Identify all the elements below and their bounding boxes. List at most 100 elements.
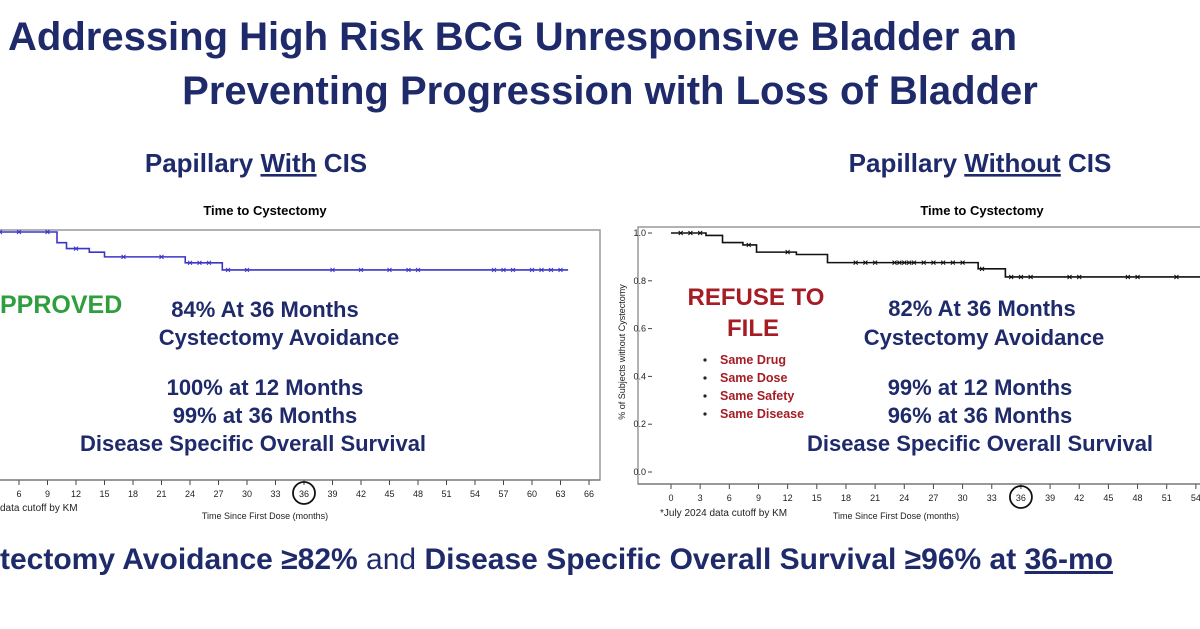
km-step-line	[671, 232, 1200, 278]
bullet-item: Same Safety	[720, 389, 794, 403]
highlight-36-circle	[1009, 485, 1033, 509]
km-step-line	[0, 231, 569, 271]
x-tick-label: 54	[1191, 493, 1200, 503]
censor-mark	[406, 267, 411, 273]
x-tick-label: 27	[213, 489, 223, 499]
left-stat-dss-36: 99% at 36 Months	[173, 403, 358, 428]
censor-mark	[1028, 274, 1033, 280]
bottom-summary: tectomy Avoidance ≥82% and Disease Speci…	[0, 543, 1113, 576]
right-plot: 0 3 6 9 12 15 18 21 24 27 30 33 36 39 42 45 48 51 540.00.2…	[633, 228, 1200, 509]
x-tick-label: 63	[555, 489, 565, 499]
x-tick-label: 33	[987, 493, 997, 503]
x-tick-label: 18	[841, 493, 851, 503]
x-tick-label: 30	[958, 493, 968, 503]
censor-mark	[0, 229, 3, 235]
censor-mark	[121, 254, 126, 260]
slide-title-line2: Preventing Progression with Loss of Blad…	[182, 69, 1038, 113]
censor-mark	[697, 230, 703, 236]
censor-mark	[558, 267, 563, 273]
slide-title-line1: Addressing High Risk BCG Unresponsive Bl…	[8, 15, 1017, 59]
x-tick-label: 21	[156, 489, 166, 499]
censor-mark	[960, 260, 965, 265]
censor-mark	[206, 260, 212, 266]
x-tick-label: 18	[128, 489, 138, 499]
x-tick-label: 15	[812, 493, 822, 503]
x-tick-label: 45	[384, 489, 394, 499]
censor-mark	[1076, 274, 1082, 280]
censor-mark	[688, 230, 693, 236]
censor-mark	[539, 267, 544, 273]
censor-mark	[73, 246, 79, 251]
censor-mark	[358, 267, 364, 273]
censor-mark	[510, 267, 516, 273]
right-bullet-list: Same Drug Same Dose Same Safety Same Dis…	[703, 353, 804, 421]
right-stat-cystectomy-label: Cystectomy Avoidance	[864, 325, 1104, 350]
censor-mark	[548, 267, 554, 273]
censor-mark	[979, 266, 985, 272]
x-tick-label: 21	[870, 493, 880, 503]
left-stat-dss-12: 100% at 12 Months	[167, 375, 364, 400]
censor-mark	[678, 230, 684, 236]
censor-mark	[940, 260, 946, 265]
censor-mark	[1067, 274, 1072, 280]
right-panel-heading: Papillary Without CIS	[849, 148, 1112, 178]
x-tick-label: 6	[727, 493, 732, 503]
censor-mark	[16, 229, 22, 235]
censor-mark	[785, 249, 790, 255]
y-tick-label: 0.4	[633, 371, 646, 381]
censor-mark	[529, 267, 535, 273]
x-tick-label: 15	[99, 489, 109, 499]
censor-mark	[901, 260, 907, 265]
x-tick-label: 9	[756, 493, 761, 503]
x-tick-label: 33	[270, 489, 280, 499]
censor-mark	[197, 260, 202, 266]
x-tick-label: 42	[1074, 493, 1084, 503]
censor-mark	[872, 260, 878, 265]
x-tick-label: 3	[698, 493, 703, 503]
censor-mark	[225, 267, 231, 273]
censor-mark	[1125, 274, 1131, 280]
censor-mark	[892, 260, 897, 265]
censor-mark	[187, 260, 193, 266]
x-tick-label: 66	[584, 489, 594, 499]
highlight-36-circle	[292, 481, 316, 505]
left-stat-dss-label: Disease Specific Overall Survival	[80, 431, 426, 456]
right-stat-dss-12: 99% at 12 Months	[888, 375, 1073, 400]
right-status-line2: FILE	[727, 315, 779, 342]
x-tick-label: 9	[45, 489, 50, 499]
y-tick-label: 0.8	[633, 276, 646, 286]
censor-mark	[950, 260, 956, 265]
x-tick-label: 39	[327, 489, 337, 499]
right-stat-dss-36: 96% at 36 Months	[888, 403, 1073, 428]
x-tick-label: 54	[470, 489, 480, 499]
bullet-item: Same Disease	[720, 407, 804, 421]
x-tick-label: 24	[185, 489, 195, 499]
right-stat-cystectomy-pct: 82% At 36 Months	[888, 296, 1075, 321]
x-tick-label: 45	[1103, 493, 1113, 503]
censor-mark	[921, 260, 927, 265]
censor-mark	[897, 260, 902, 265]
censor-mark	[415, 267, 421, 273]
x-tick-label: 27	[928, 493, 938, 503]
left-plot: 6 9 12 15 18 21 24 27 30 33 36 39 42 45 48 51 54 57 60 63 66	[0, 229, 600, 505]
bullet-item: Same Drug	[720, 353, 786, 367]
right-chart-title: Time to Cystectomy	[920, 203, 1044, 218]
right-y-axis-label: % of Subjects without Cystectomy	[617, 284, 627, 420]
x-tick-label: 30	[242, 489, 252, 499]
y-tick-label: 0.2	[633, 419, 646, 429]
left-status-approved: PPROVED	[0, 291, 122, 319]
bullet-item: Same Dose	[720, 371, 787, 385]
left-x-axis-label: Time Since First Dose (months)	[202, 511, 328, 521]
censor-mark	[1018, 274, 1024, 280]
censor-mark	[746, 242, 752, 248]
left-stat-cystectomy-label: Cystectomy Avoidance	[159, 325, 399, 350]
censor-mark	[853, 260, 859, 265]
x-tick-label: 57	[498, 489, 508, 499]
left-stat-cystectomy-pct: 84% At 36 Months	[171, 297, 358, 322]
x-tick-label: 24	[899, 493, 909, 503]
left-panel-heading: Papillary With CIS	[145, 148, 367, 178]
left-footnote: data cutoff by KM	[0, 503, 78, 514]
y-tick-label: 1.0	[633, 228, 646, 238]
censor-mark	[1174, 274, 1179, 280]
